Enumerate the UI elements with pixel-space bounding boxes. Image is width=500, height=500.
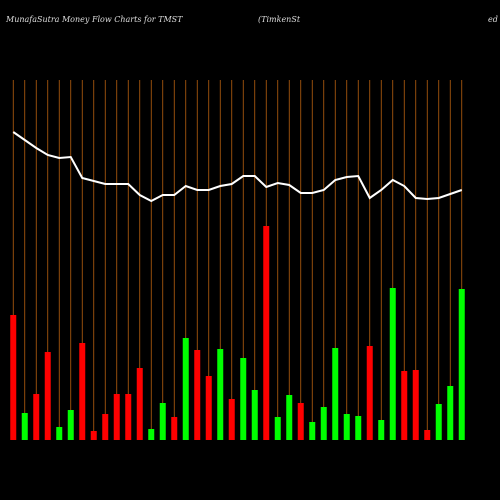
- bar: [309, 422, 316, 440]
- bar: [297, 403, 304, 440]
- bar: [79, 343, 86, 440]
- bar: [44, 352, 51, 440]
- bar: [343, 414, 350, 440]
- bar: [205, 376, 212, 440]
- bar: [458, 289, 465, 440]
- bar: [113, 394, 120, 440]
- money-flow-line: [12, 131, 463, 203]
- bar: [10, 315, 17, 440]
- bar: [286, 395, 293, 440]
- bar: [240, 358, 247, 440]
- bar: [90, 431, 97, 440]
- bar: [228, 399, 235, 440]
- bar: [217, 349, 224, 440]
- chart-subtitle: (TimkenSt: [258, 15, 301, 24]
- bar: [102, 414, 109, 440]
- bar: [125, 394, 132, 440]
- chart-title: MunafaSutra Money Flow Charts for TMST: [5, 15, 183, 24]
- bar: [332, 348, 339, 440]
- bar: [274, 417, 281, 440]
- bar: [263, 226, 270, 440]
- bar: [67, 410, 74, 440]
- bar: [378, 420, 385, 440]
- bar: [366, 346, 373, 440]
- bar: [148, 429, 155, 440]
- bar: [389, 288, 396, 440]
- bar: [424, 430, 431, 440]
- bar: [56, 427, 63, 440]
- bar: [21, 413, 28, 440]
- bar: [447, 386, 454, 440]
- bar: [159, 403, 166, 440]
- bar: [251, 390, 258, 440]
- chart-subtitle-tail: ed: [488, 15, 498, 24]
- bar: [171, 417, 178, 440]
- bar: [320, 407, 327, 440]
- bar: [412, 370, 419, 440]
- bar: [401, 371, 408, 440]
- bar: [136, 368, 143, 440]
- bar: [194, 350, 201, 440]
- bar: [435, 404, 442, 440]
- bar: [33, 394, 40, 440]
- bar: [355, 416, 362, 440]
- bar: [182, 338, 189, 440]
